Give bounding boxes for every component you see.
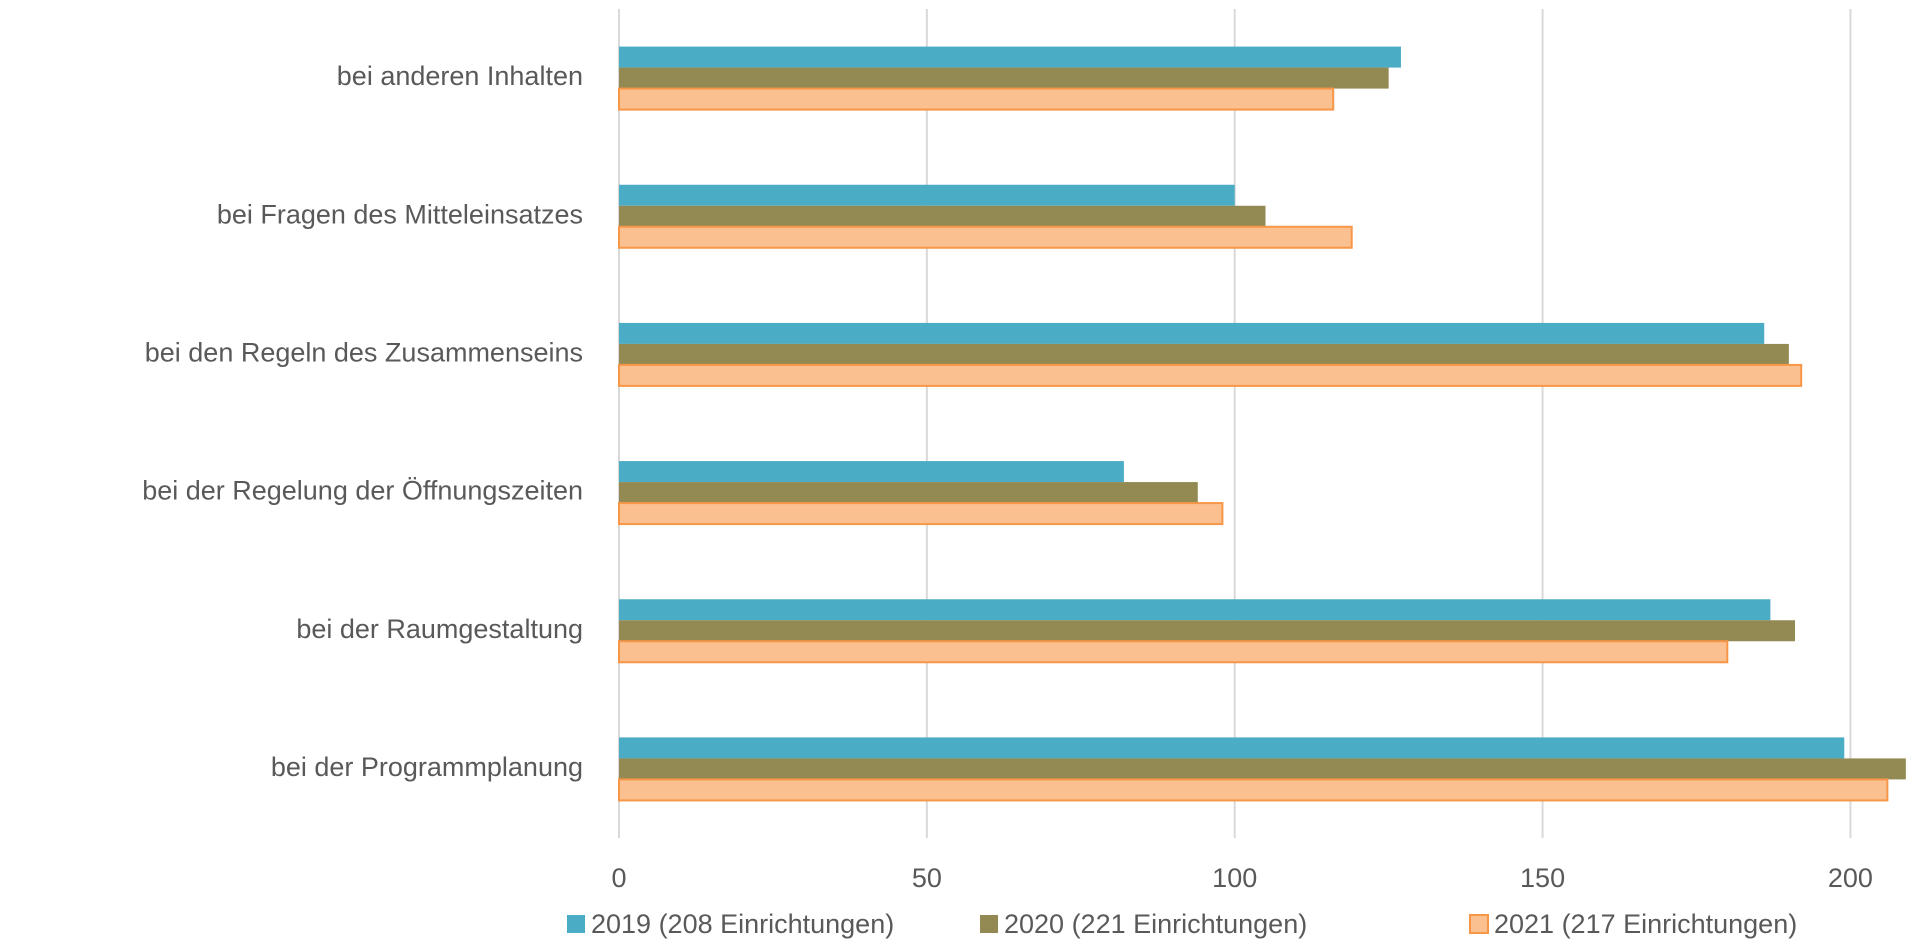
legend-swatch: [1469, 914, 1489, 934]
x-tick-label: 0: [611, 863, 626, 893]
bar: [619, 205, 1266, 227]
bar: [619, 599, 1771, 621]
legend-swatch: [567, 915, 585, 933]
bar: [619, 184, 1235, 206]
bar: [619, 46, 1401, 68]
bar: [619, 67, 1389, 89]
x-tick-label: 100: [1212, 863, 1257, 893]
bar: [619, 322, 1765, 344]
bar: [619, 620, 1796, 642]
bar: [618, 363, 1803, 387]
bar: [618, 640, 1729, 664]
y-tick-label: bei der Programmplanung: [271, 752, 583, 782]
y-tick-label: bei anderen Inhalten: [337, 61, 583, 91]
y-tick-label: bei der Regelung der Öffnungszeiten: [142, 476, 583, 506]
y-tick-label: bei den Regeln des Zusammenseins: [145, 338, 583, 368]
bar: [618, 87, 1335, 111]
y-tick-label: bei der Raumgestaltung: [296, 614, 583, 644]
x-tick-label: 150: [1520, 863, 1565, 893]
legend-swatch: [980, 915, 998, 933]
bar: [619, 737, 1845, 759]
y-tick-label: bei Fragen des Mitteleinsatzes: [217, 199, 583, 229]
bar: [618, 778, 1889, 802]
legend-label: 2020 (221 Einrichtungen): [1004, 909, 1307, 939]
bar: [619, 758, 1906, 780]
legend-label: 2021 (217 Einrichtungen): [1494, 909, 1797, 939]
bar: [619, 482, 1198, 504]
x-tick-label: 200: [1828, 863, 1873, 893]
bar: [618, 225, 1353, 249]
x-tick-label: 50: [912, 863, 942, 893]
legend-label: 2019 (208 Einrichtungen): [591, 909, 894, 939]
bar: [619, 461, 1124, 483]
bar: [618, 502, 1224, 526]
bar: [619, 343, 1789, 365]
